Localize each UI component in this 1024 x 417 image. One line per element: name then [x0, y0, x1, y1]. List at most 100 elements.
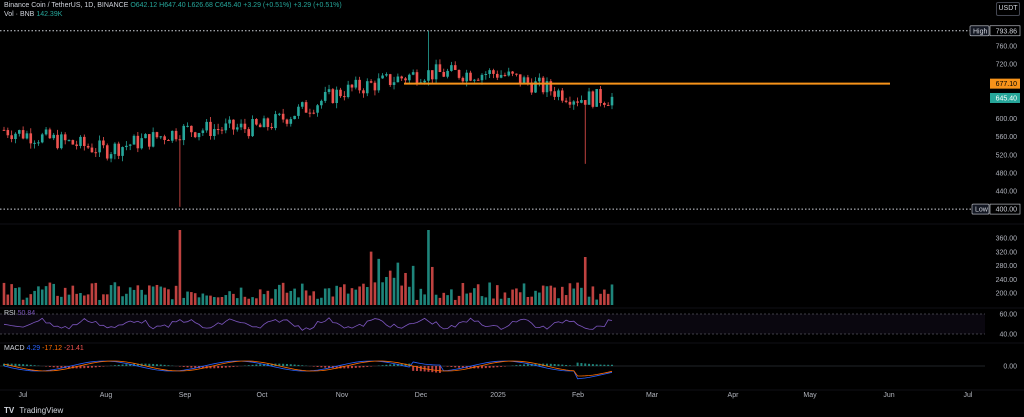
macd-hist-bar: [561, 364, 564, 366]
candle-body: [102, 140, 105, 146]
volume-bar: [526, 296, 530, 305]
volume-bar: [132, 289, 136, 305]
volume-bar: [346, 293, 350, 305]
candle-body: [377, 78, 381, 91]
candle-body: [365, 81, 369, 94]
candle-body: [530, 82, 533, 93]
macd-hist-bar: [232, 366, 235, 367]
volume-bar: [182, 297, 186, 305]
candle-body: [564, 100, 568, 102]
symbol-title[interactable]: Binance Coin / TetherUS, 1D, BINANCE: [4, 2, 129, 9]
volume-bar: [408, 286, 411, 305]
candle-body: [44, 129, 48, 135]
candle-body: [415, 72, 419, 84]
volume-bar: [392, 277, 396, 305]
macd-hist-bar: [496, 366, 499, 368]
x-tick-3: Oct: [257, 392, 268, 399]
macd-hist-bar: [75, 366, 78, 369]
volume-bar: [278, 284, 281, 305]
rsi-label[interactable]: RSI: [4, 310, 16, 317]
candle-body: [400, 76, 403, 79]
candle-body: [320, 100, 323, 106]
volume-bar: [63, 287, 67, 305]
macd-hist-bar: [454, 366, 457, 368]
volume-bar: [557, 298, 560, 305]
volume-bar: [140, 289, 143, 305]
volume-bar: [606, 293, 610, 305]
candle-body: [148, 134, 151, 147]
volume-label[interactable]: Vol · BNB: [4, 11, 35, 18]
macd-hist-bar: [553, 364, 556, 366]
macd-hist-bar: [458, 366, 461, 368]
candle-body: [151, 132, 155, 147]
volume-value: 142.39K: [36, 11, 63, 18]
macd-hist-bar: [480, 366, 483, 369]
horizontal-level-value: 677.10: [996, 81, 1018, 88]
volume-bar: [580, 287, 583, 305]
candle-body: [63, 134, 67, 141]
volume-bar: [465, 293, 468, 305]
volume-bar: [404, 272, 407, 305]
volume-bar: [358, 286, 361, 305]
macd-hist-bar: [588, 363, 591, 366]
x-tick-8: Mar: [646, 392, 659, 399]
volume-bar: [220, 296, 224, 305]
candle-body: [457, 69, 461, 78]
macd-hist-bar: [568, 365, 571, 366]
volume-bar: [155, 284, 159, 305]
candle-body: [423, 80, 426, 83]
candle-body: [541, 77, 545, 93]
tradingview-footer[interactable]: TV TradingView: [4, 406, 63, 415]
volume-bar: [553, 287, 556, 305]
macd-hist-bar: [293, 364, 296, 366]
rsi-band: [0, 314, 985, 334]
macd-hist-bar: [404, 363, 407, 366]
volume-bar: [304, 290, 308, 305]
volume-bar: [530, 296, 533, 305]
candle-body: [300, 102, 304, 107]
low-marker-box: [971, 203, 990, 215]
macd-hist-bar: [389, 364, 392, 366]
volume-bar: [480, 296, 484, 305]
macd-hist-bar: [18, 363, 21, 366]
macd-hist-bar: [488, 366, 491, 368]
candle-body: [94, 152, 98, 154]
macd-hist-bar: [167, 365, 170, 366]
macd-hist-bar: [469, 366, 472, 369]
volume-bar: [545, 286, 549, 305]
volume-bar: [239, 287, 243, 305]
volume-header: Vol · BNB 142.39K: [4, 11, 62, 18]
volume-bar: [60, 296, 63, 305]
volume-bar: [576, 282, 579, 305]
candle-body: [255, 118, 258, 125]
volume-bar: [591, 286, 595, 305]
volume-bar: [128, 287, 132, 305]
macd-label[interactable]: MACD: [4, 345, 25, 352]
macd-hist-bar: [603, 364, 606, 366]
candle-body: [465, 72, 468, 82]
macd-hist-bar: [366, 366, 369, 367]
volume-bar: [48, 282, 52, 305]
macd-hist-bar: [247, 365, 250, 366]
macd-hist-bar: [117, 364, 120, 366]
candle-body: [10, 135, 13, 140]
symbol-header: Binance Coin / TetherUS, 1D, BINANCE O64…: [4, 2, 342, 9]
volume-bar: [354, 289, 358, 305]
candle-body: [580, 100, 583, 103]
volume-bar: [335, 285, 338, 305]
candle-body: [339, 89, 342, 97]
macd-hist-bar: [136, 363, 139, 366]
x-tick-5: Dec: [415, 392, 428, 399]
macd-hist-bar: [68, 366, 71, 369]
volume-bar: [232, 293, 235, 305]
volume-bar: [21, 299, 25, 305]
currency-button[interactable]: USDT: [996, 2, 1020, 16]
candle-body: [503, 74, 507, 76]
candle-body: [247, 129, 251, 137]
volume-bar: [507, 297, 511, 305]
volume-bar: [438, 297, 442, 305]
macd-hist-bar: [396, 363, 399, 366]
macd-hist-bar: [186, 366, 189, 368]
volume-bar: [33, 290, 36, 305]
